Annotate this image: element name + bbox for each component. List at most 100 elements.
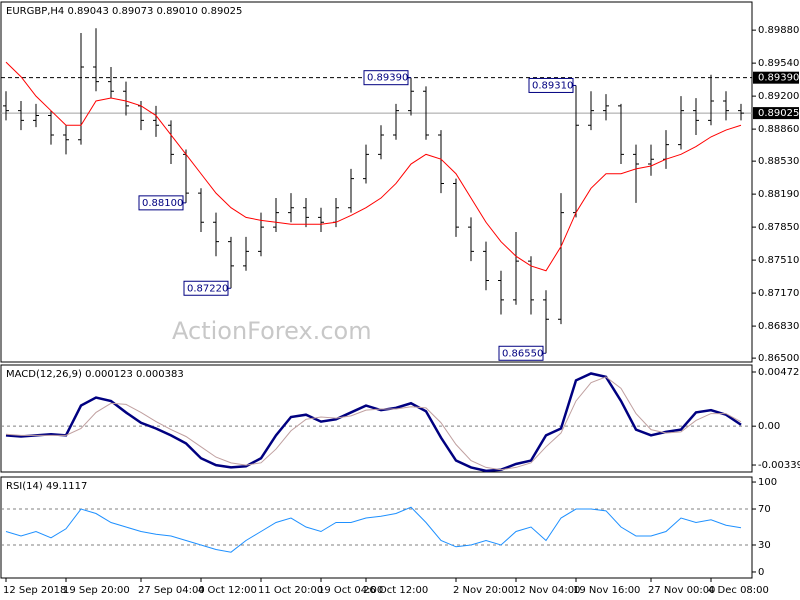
y-tick-label: 100 [758,477,777,488]
ohlc-bar [633,144,639,203]
y-tick-label: 0.004729 [758,367,800,378]
y-tick-label: 0.87850 [758,222,799,233]
panel-frame [0,1,753,363]
ohlc-bar [363,144,369,184]
x-tick-label: 19 Oct 04:00 [318,585,383,596]
ohlc-bar [93,28,99,92]
y-tick-label: 0.88860 [758,124,799,135]
y-tick-label: 0.87170 [758,288,799,299]
ohlc-bar [153,105,159,137]
price-marker-label: 0.89390 [758,73,799,84]
panel-frame [0,364,753,473]
y-tick-label: 0.89540 [758,58,799,69]
ohlc-bar [288,193,294,223]
ohlc-bar [123,81,129,116]
line-series [5,372,742,473]
ohlc-bar [213,212,219,257]
ohlc-bar [513,231,519,305]
ohlc-bar [438,130,444,194]
x-tick-label: 19 Sep 20:00 [63,585,130,596]
x-tick-label: 4 Dec 08:00 [708,585,769,596]
ohlc-bar [708,74,714,126]
y-tick-label: 0.89200 [758,91,799,102]
ohlc-bar [603,94,609,121]
ohlc-bar [678,96,684,150]
y-tick-label: 0.88530 [758,156,799,167]
x-tick-label: 27 Nov 00:00 [648,585,715,596]
x-tick-label: 26 Oct 12:00 [363,585,428,596]
annotation-box [363,70,409,86]
ohlc-bar [483,241,489,291]
annotation-label: 0.89310 [532,80,573,91]
annotation-box [183,280,229,296]
ohlc-bar [198,188,204,232]
ohlc-bar [318,207,324,232]
line-series [5,376,742,471]
ohlc-bar [543,290,549,354]
x-tick-label: 12 Nov 04:00 [513,585,580,596]
y-tick-label: 0.87510 [758,255,799,266]
ohlc-bar [558,193,564,325]
y-tick-label: 0.88190 [758,189,799,200]
y-tick-label: 0.86830 [758,321,799,332]
ohlc-bar [273,198,279,232]
y-tick-label: 0 [758,567,764,578]
y-tick-label: -0.003391 [758,460,800,471]
ohlc-bar [228,236,234,289]
ohlc-bar [408,77,414,116]
x-tick-label: 2 Nov 20:00 [453,585,514,596]
panel-title: EURGBP,H4 0.89043 0.89073 0.89010 0.8902… [6,6,242,17]
y-tick-label: 0.89880 [758,25,799,36]
x-tick-label: 12 Sep 2018 [3,585,66,596]
ohlc-bar [498,270,504,315]
x-tick-label: 11 Oct 20:00 [258,585,323,596]
ohlc-bar [453,178,459,237]
ohlc-bar [33,103,39,128]
panel-frame [0,476,753,579]
ohlc-bar [738,103,744,121]
ohlc-bar [648,144,654,176]
ohlc-bar [423,86,429,140]
ohlc-bar [303,198,309,228]
ohlc-bar [723,91,729,121]
watermark: ActionForex.com [172,317,372,345]
ohlc-bar [378,125,384,160]
ohlc-bar [63,125,69,155]
price-marker-label: 0.89025 [758,108,799,119]
panel-title: RSI(14) 49.1117 [6,481,87,492]
x-tick-label: 4 Oct 12:00 [198,585,257,596]
ohlc-bar [78,33,84,145]
ohlc-bar [693,98,699,135]
annotation-label: 0.88100 [142,198,183,209]
ohlc-bar [468,217,474,262]
y-tick-label: 0.00 [758,421,780,432]
ohlc-bar [168,120,174,165]
x-tick-label: 19 Nov 16:00 [573,585,640,596]
annotation-label: 0.87220 [187,283,228,294]
y-tick-label: 70 [758,504,771,515]
y-tick-label: 0.86500 [758,353,799,364]
x-tick-label: 27 Sep 04:00 [138,585,205,596]
annotation-box [138,195,184,211]
annotation-label: 0.89390 [367,73,408,84]
line-series [5,506,742,553]
ohlc-bar [618,103,624,165]
panel-title: MACD(12,26,9) 0.000123 0.000383 [6,369,184,380]
ohlc-bar [588,91,594,131]
annotation-label: 0.86550 [502,348,543,359]
price-marker-box [753,107,799,120]
y-tick-label: 30 [758,540,771,551]
price-marker-box [753,71,799,84]
ohlc-bar [3,91,9,121]
ma-line [5,61,742,272]
ohlc-bar [243,236,249,271]
annotation-box [528,77,574,93]
ohlc-bar [393,103,399,140]
ohlc-bar [108,67,114,99]
ohlc-bar [18,100,24,131]
ohlc-bar [48,110,54,145]
annotation-box [498,345,544,361]
ohlc-bar [348,168,354,213]
